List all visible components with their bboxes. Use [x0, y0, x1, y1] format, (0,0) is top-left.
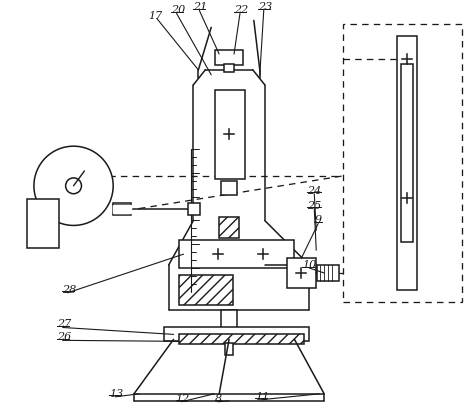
Text: 28: 28 [62, 285, 76, 295]
Bar [221, 181, 237, 195]
Polygon shape [113, 204, 131, 212]
Bar [113, 203, 131, 215]
Circle shape [34, 146, 113, 225]
Bar [225, 343, 233, 355]
Circle shape [65, 178, 82, 194]
Text: 9: 9 [314, 215, 321, 225]
Bar [164, 328, 310, 341]
Text: 27: 27 [57, 320, 71, 329]
Bar [27, 199, 59, 248]
Bar [215, 90, 245, 179]
Text: 23: 23 [258, 3, 272, 13]
Text: 11: 11 [255, 392, 269, 402]
Bar [179, 240, 294, 268]
Bar [179, 275, 233, 305]
Bar [398, 36, 417, 290]
Bar [286, 258, 316, 288]
Text: 25: 25 [307, 201, 321, 211]
Text: 24: 24 [307, 186, 321, 196]
Bar [189, 203, 201, 215]
Text: 26: 26 [57, 332, 71, 342]
Bar [221, 310, 237, 329]
Text: 13: 13 [109, 389, 123, 399]
Bar [317, 265, 339, 281]
Bar [343, 24, 462, 302]
Text: 20: 20 [171, 5, 185, 16]
Bar [224, 64, 234, 72]
Text: 12: 12 [175, 394, 190, 404]
Text: 21: 21 [193, 3, 208, 13]
Bar [179, 334, 304, 344]
Text: 8: 8 [215, 394, 222, 404]
Text: 17: 17 [148, 11, 162, 21]
Bar [401, 64, 413, 242]
Bar [215, 50, 243, 65]
Text: 22: 22 [234, 5, 248, 16]
Bar [219, 217, 239, 238]
Text: 10: 10 [302, 260, 317, 270]
